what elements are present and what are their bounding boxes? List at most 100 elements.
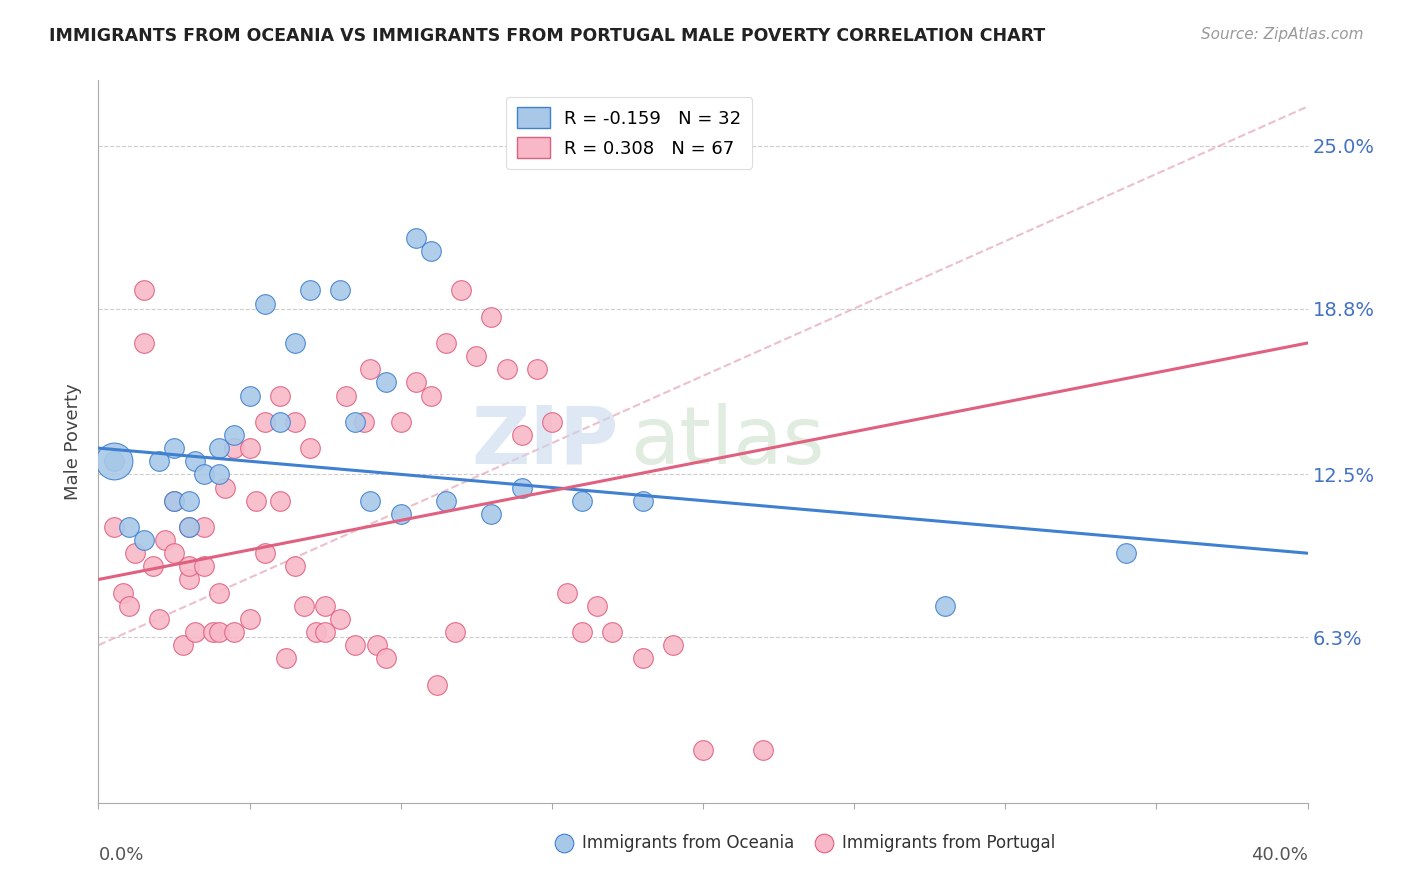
Point xyxy=(465,349,488,363)
Point xyxy=(631,651,654,665)
Point xyxy=(420,244,443,258)
Point xyxy=(103,454,125,468)
Legend: R = -0.159   N = 32, R = 0.308   N = 67: R = -0.159 N = 32, R = 0.308 N = 67 xyxy=(506,96,752,169)
Text: Source: ZipAtlas.com: Source: ZipAtlas.com xyxy=(1201,27,1364,42)
Point xyxy=(269,415,291,429)
Point xyxy=(253,296,276,310)
Point xyxy=(284,559,307,574)
Point xyxy=(163,546,186,560)
Point xyxy=(184,454,207,468)
Point xyxy=(163,493,186,508)
Point xyxy=(208,467,231,482)
Point xyxy=(284,415,307,429)
Point xyxy=(586,599,609,613)
Point xyxy=(389,507,412,521)
Text: IMMIGRANTS FROM OCEANIA VS IMMIGRANTS FROM PORTUGAL MALE POVERTY CORRELATION CHA: IMMIGRANTS FROM OCEANIA VS IMMIGRANTS FR… xyxy=(49,27,1046,45)
Y-axis label: Male Poverty: Male Poverty xyxy=(65,384,83,500)
Point xyxy=(193,467,215,482)
Point xyxy=(481,507,503,521)
Point xyxy=(510,481,533,495)
Point xyxy=(202,625,225,640)
Point xyxy=(631,493,654,508)
Point xyxy=(305,625,328,640)
Point xyxy=(314,625,336,640)
Point xyxy=(360,493,382,508)
Text: Immigrants from Portugal: Immigrants from Portugal xyxy=(842,833,1056,852)
Point xyxy=(214,481,236,495)
Point xyxy=(163,493,186,508)
Point xyxy=(344,638,367,652)
Point xyxy=(434,493,457,508)
Point xyxy=(526,362,548,376)
Point xyxy=(179,520,201,534)
Point xyxy=(253,415,276,429)
Point xyxy=(353,415,375,429)
Point xyxy=(269,493,291,508)
Point xyxy=(540,415,562,429)
Point xyxy=(481,310,503,324)
Point xyxy=(239,441,262,455)
Point xyxy=(405,231,427,245)
Text: 0.0%: 0.0% xyxy=(98,847,143,864)
Point xyxy=(132,284,155,298)
Point xyxy=(434,336,457,351)
Point xyxy=(124,546,146,560)
Point xyxy=(118,520,141,534)
Point xyxy=(299,284,322,298)
Point xyxy=(103,520,125,534)
Point xyxy=(224,428,246,442)
Point xyxy=(360,362,382,376)
Text: atlas: atlas xyxy=(630,402,825,481)
Text: Immigrants from Oceania: Immigrants from Oceania xyxy=(582,833,794,852)
Point xyxy=(224,441,246,455)
Point xyxy=(224,625,246,640)
Point xyxy=(661,638,683,652)
Point xyxy=(555,585,578,599)
Point xyxy=(284,336,307,351)
Point xyxy=(179,520,201,534)
Point xyxy=(444,625,467,640)
Point xyxy=(510,428,533,442)
Point xyxy=(374,376,396,390)
Point xyxy=(405,376,427,390)
Point xyxy=(208,441,231,455)
Point xyxy=(274,651,297,665)
Point xyxy=(179,493,201,508)
Point xyxy=(132,336,155,351)
Point xyxy=(389,415,412,429)
Point xyxy=(934,599,956,613)
Point xyxy=(571,625,593,640)
Point xyxy=(148,612,170,626)
Point xyxy=(329,284,352,298)
Point xyxy=(1115,546,1137,560)
Point xyxy=(172,638,194,652)
Point xyxy=(495,362,517,376)
Point xyxy=(142,559,165,574)
Point xyxy=(163,441,186,455)
Point xyxy=(239,612,262,626)
Point xyxy=(179,573,201,587)
Point xyxy=(314,599,336,613)
Point xyxy=(184,625,207,640)
Point xyxy=(602,625,624,640)
Point xyxy=(118,599,141,613)
Point xyxy=(344,415,367,429)
Point xyxy=(752,743,775,757)
Text: 40.0%: 40.0% xyxy=(1251,847,1308,864)
Point xyxy=(426,677,449,691)
Point xyxy=(193,520,215,534)
Point xyxy=(239,388,262,402)
Point xyxy=(335,388,357,402)
Point xyxy=(571,493,593,508)
Point xyxy=(179,559,201,574)
Point xyxy=(299,441,322,455)
Point xyxy=(148,454,170,468)
Point xyxy=(374,651,396,665)
Point xyxy=(153,533,176,547)
Point xyxy=(253,546,276,560)
Point xyxy=(366,638,388,652)
Point xyxy=(103,454,125,468)
Point xyxy=(292,599,315,613)
Point xyxy=(329,612,352,626)
Text: ZIP: ZIP xyxy=(471,402,619,481)
